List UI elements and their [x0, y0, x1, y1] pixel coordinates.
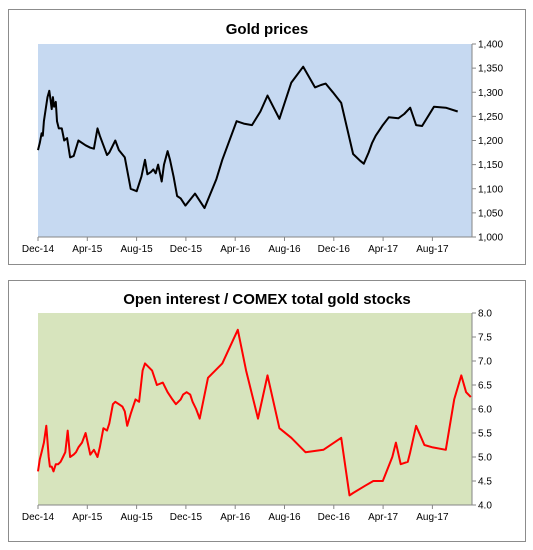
x-tick-label: Aug-16 — [268, 244, 301, 255]
x-tick-label: Aug-17 — [416, 244, 449, 255]
y-tick-label: 6.5 — [478, 381, 492, 392]
gold-prices-chart: Gold prices 1,000 1,050 1,100 1,150 1,200 1,2… — [8, 9, 526, 265]
x-tick-label: Dec-15 — [170, 512, 203, 523]
y-tick-label: 4.5 — [478, 477, 492, 488]
y-tick-label: 4.0 — [478, 501, 492, 512]
series-line — [37, 328, 472, 497]
y-tick-label: 5.5 — [478, 429, 492, 440]
x-tick-label: Dec-14 — [22, 512, 55, 523]
x-tick-label: Dec-16 — [318, 512, 351, 523]
y-tick-label: 1,200 — [478, 136, 503, 147]
y-tick-label: 1,100 — [478, 184, 503, 195]
plot-area — [38, 44, 472, 237]
x-tick-label: Apr-17 — [368, 244, 398, 255]
x-tick-label: Apr-17 — [368, 512, 398, 523]
x-tick-label: Dec-16 — [318, 244, 351, 255]
y-tick-label: 7.0 — [478, 357, 492, 368]
x-tick-label: Apr-16 — [220, 512, 250, 523]
gold-prices-plot: 1,000 1,050 1,100 1,150 1,200 1,250 1,300 1,350… — [22, 40, 504, 256]
x-tick-label: Apr-15 — [72, 512, 102, 523]
y-tick-label: 8.0 — [478, 309, 492, 320]
x-tick-label: Dec-15 — [170, 244, 203, 255]
chart-title: Open interest / COMEX total gold stocks — [123, 291, 411, 308]
y-tick-label: 1,350 — [478, 64, 503, 75]
x-tick-label: Apr-16 — [220, 244, 250, 255]
chart-title: Gold prices — [225, 21, 309, 38]
x-tick-label: Apr-15 — [72, 244, 102, 255]
series-line — [37, 65, 459, 210]
y-tick-label: 1,000 — [478, 233, 503, 244]
x-tick-label: Aug-16 — [268, 512, 301, 523]
y-tick-label: 7.5 — [478, 333, 492, 344]
open-interest-chart: Open interest / COMEX total gold stocks … — [8, 280, 526, 542]
open-interest-plot: 4.0 4.5 5.0 5.5 6.0 6.5 7.0 7.5 8.0 Dec-14 Apr-15 A… — [22, 309, 492, 524]
y-tick-label: 1,150 — [478, 160, 503, 171]
x-tick-label: Aug-15 — [120, 244, 153, 255]
y-tick-label: 1,050 — [478, 208, 503, 219]
x-tick-label: Aug-17 — [416, 512, 449, 523]
y-tick-label: 6.0 — [478, 405, 492, 416]
y-tick-label: 1,400 — [478, 40, 503, 51]
y-tick-label: 1,300 — [478, 88, 503, 99]
x-tick-label: Aug-15 — [120, 512, 153, 523]
x-tick-label: Dec-14 — [22, 244, 55, 255]
y-tick-label: 1,250 — [478, 112, 503, 123]
y-tick-label: 5.0 — [478, 453, 492, 464]
